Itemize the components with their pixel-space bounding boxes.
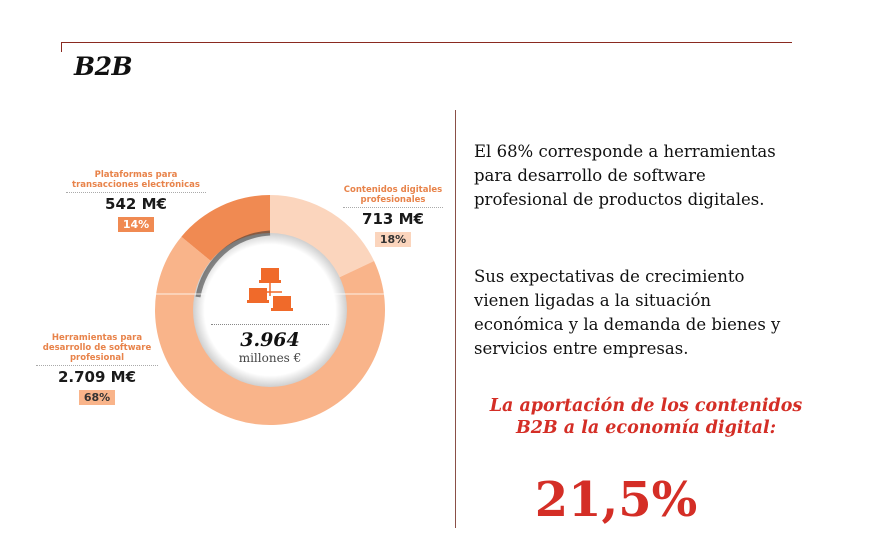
slice-value: 2.709 M€ xyxy=(57,368,137,386)
paragraph-share: El 68% corresponde a herramientas para d… xyxy=(474,142,776,209)
category-line: Contenidos digitales xyxy=(343,185,443,195)
slice-value: 542 M€ xyxy=(105,195,167,213)
category-line: desarrollo de software xyxy=(42,343,152,353)
total-value: 3.964 xyxy=(240,329,300,351)
vertical-divider xyxy=(455,110,456,528)
donut-slice xyxy=(181,195,270,262)
top-rule xyxy=(61,42,792,43)
page-title: B2B xyxy=(74,52,133,81)
network-computers-icon xyxy=(247,268,293,311)
label-plataformas: Plataformas para transacciones electróni… xyxy=(66,170,206,232)
top-rule-tick xyxy=(61,42,62,52)
label-herramientas: Herramientas para desarrollo de software… xyxy=(36,333,158,405)
category-name: Contenidos digitales profesionales xyxy=(343,185,443,205)
total-unit: millones € xyxy=(238,351,302,365)
donut-slice xyxy=(155,236,385,425)
dotted-divider xyxy=(36,365,158,366)
label-contenidos: Contenidos digitales profesionales 713 M… xyxy=(343,185,443,247)
category-line: Plataformas para xyxy=(94,170,178,180)
slice-value: 713 M€ xyxy=(362,210,424,228)
paragraph-expectations: Sus expectativas de crecimiento vienen l… xyxy=(474,267,781,358)
category-line: transacciones electrónicas xyxy=(72,180,200,190)
category-name: Herramientas para desarrollo de software… xyxy=(36,333,158,363)
category-name: Plataformas para transacciones electróni… xyxy=(66,170,206,190)
donut-total: 3.964 millones € xyxy=(205,324,335,365)
donut-chart xyxy=(140,195,400,425)
category-line: profesional xyxy=(69,353,125,363)
dotted-divider xyxy=(343,207,443,208)
donut-hole-shadow xyxy=(195,230,271,298)
category-line: profesionales xyxy=(360,195,426,205)
highlight-statement: La aportación de los contenidos B2B a la… xyxy=(489,396,803,438)
slice-percent: 18% xyxy=(374,232,412,247)
donut-hole xyxy=(193,233,347,387)
donut-slice xyxy=(270,195,375,278)
big-percentage: 21,5% xyxy=(534,472,698,528)
slice-percent: 14% xyxy=(117,217,155,232)
category-line: Herramientas para xyxy=(51,333,143,343)
dotted-divider xyxy=(66,192,206,193)
dotted-divider xyxy=(211,324,329,325)
slice-percent: 68% xyxy=(78,390,116,405)
